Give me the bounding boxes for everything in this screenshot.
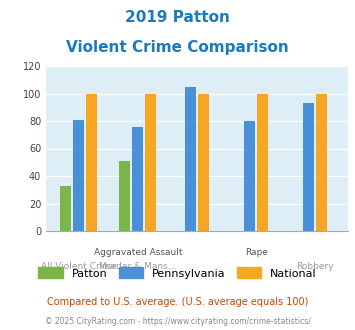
- Bar: [73, 120, 84, 231]
- Text: Violent Crime Comparison: Violent Crime Comparison: [66, 40, 289, 54]
- Bar: [257, 93, 268, 231]
- Bar: [86, 93, 97, 231]
- Bar: [119, 161, 131, 231]
- Text: Rape: Rape: [245, 248, 268, 257]
- Text: Robbery: Robbery: [296, 262, 334, 271]
- Text: All Violent Crime: All Violent Crime: [41, 262, 116, 271]
- Bar: [198, 93, 209, 231]
- Bar: [185, 86, 196, 231]
- Bar: [303, 103, 315, 231]
- Bar: [145, 93, 157, 231]
- Legend: Patton, Pennsylvania, National: Patton, Pennsylvania, National: [34, 263, 321, 283]
- Bar: [132, 126, 143, 231]
- Text: © 2025 CityRating.com - https://www.cityrating.com/crime-statistics/: © 2025 CityRating.com - https://www.city…: [45, 317, 310, 326]
- Bar: [244, 121, 255, 231]
- Text: Aggravated Assault: Aggravated Assault: [94, 248, 182, 257]
- Text: Murder & Mans...: Murder & Mans...: [99, 262, 176, 271]
- Bar: [60, 185, 71, 231]
- Text: 2019 Patton: 2019 Patton: [125, 10, 230, 25]
- Text: Compared to U.S. average. (U.S. average equals 100): Compared to U.S. average. (U.S. average …: [47, 297, 308, 307]
- Bar: [316, 93, 328, 231]
